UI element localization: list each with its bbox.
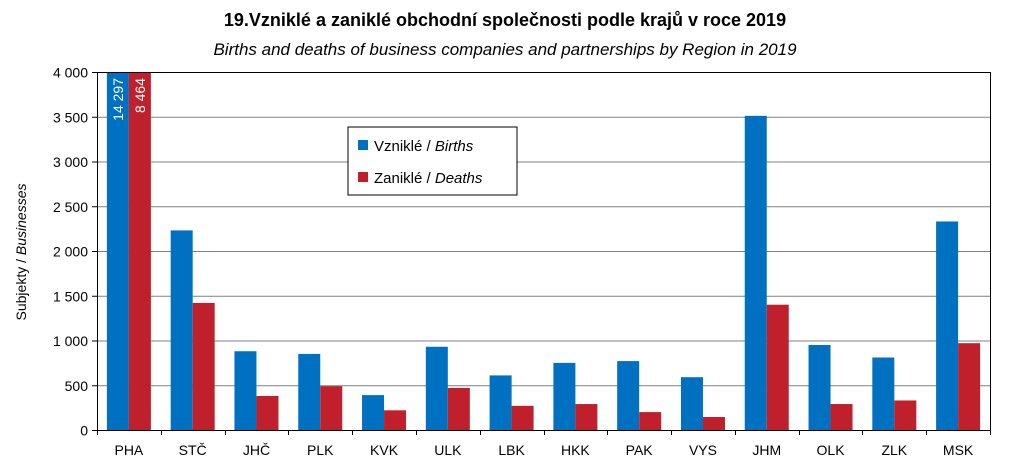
bar-births-olk — [808, 344, 831, 430]
bar-births-stč — [170, 230, 193, 430]
bar-deaths-msk — [958, 343, 981, 430]
bar-births-kvk — [362, 395, 385, 430]
bar-births-zlk — [872, 357, 895, 430]
y-tick-label: 4 000 — [53, 65, 88, 81]
x-tick-label: VYS — [689, 442, 717, 458]
y-axis-label-en: Businesses — [13, 184, 29, 256]
bar-births-vys — [680, 377, 703, 430]
legend-births-en: Births — [435, 138, 474, 155]
x-tick-label: OLK — [817, 442, 846, 458]
y-axis-label: Subjekty / Businesses — [13, 184, 29, 321]
legend-swatch-deaths — [358, 172, 368, 182]
x-tick-label: ULK — [434, 442, 462, 458]
bar-deaths-jhm — [766, 304, 789, 430]
bars-group: 14 297 8 464 — [106, 72, 981, 430]
y-tick-label: 1 500 — [53, 288, 88, 304]
x-tick-labels: PHA STČ JHČ PLK KVK ULK LBK HKK PAK VYS JHM OLK ZLK M… — [114, 442, 973, 458]
bar-births-plk — [298, 353, 321, 430]
axes — [92, 72, 991, 435]
bar-deaths-stč — [192, 302, 215, 430]
bar-deaths-ulk — [447, 387, 470, 430]
legend-deaths-en: Deaths — [435, 170, 483, 187]
gridlines — [97, 72, 990, 387]
bar-deaths-kvk — [384, 410, 407, 430]
y-axis-label-cz: Subjekty — [13, 267, 29, 321]
bar-deaths-plk — [320, 386, 343, 430]
y-tick-label: 2 500 — [53, 199, 88, 215]
x-tick-label: PLK — [307, 442, 334, 458]
y-axis-label-separator: / — [13, 255, 29, 267]
bar-deaths-lbk — [511, 405, 534, 430]
x-tick-label: ZLK — [881, 442, 907, 458]
bar-births-ulk — [425, 346, 448, 430]
bar-births-jhm — [744, 115, 767, 430]
legend-entry-births: Vzniklé / Births — [374, 138, 474, 155]
bar-births-msk — [936, 221, 959, 430]
bar-deaths-zlk — [894, 400, 917, 430]
bar-births-hkk — [553, 362, 576, 430]
x-tick-label: PHA — [114, 442, 143, 458]
x-tick-label: HKK — [561, 442, 590, 458]
legend-swatch-births — [358, 140, 368, 150]
bar-deaths-pha — [128, 72, 151, 430]
bar-deaths-olk — [830, 404, 853, 430]
y-tick-label: 3 500 — [53, 109, 88, 125]
y-tick-label: 500 — [65, 378, 89, 394]
legend-births-separator: / — [422, 138, 435, 155]
x-tick-label: MSK — [943, 442, 974, 458]
y-tick-label: 1 000 — [53, 333, 88, 349]
bar-births-pha — [106, 72, 129, 430]
x-tick-label: KVK — [370, 442, 399, 458]
bar-births-jhč — [234, 351, 257, 430]
y-tick-label: 2 000 — [53, 244, 88, 260]
x-tick-label: STČ — [179, 442, 207, 458]
legend-entry-deaths: Zaniklé / Deaths — [374, 170, 483, 187]
chart-title: 19.Vzniklé a zaniklé obchodní společnost… — [224, 10, 786, 30]
bar-deaths-hkk — [575, 404, 598, 430]
legend-deaths-cz: Zaniklé — [374, 170, 422, 187]
y-tick-label: 3 000 — [53, 154, 88, 170]
x-tick-label: PAK — [626, 442, 654, 458]
x-tick-label: LBK — [498, 442, 525, 458]
bar-value-label-births-pha: 14 297 — [110, 78, 126, 121]
chart-subtitle: Births and deaths of business companies … — [213, 40, 797, 59]
y-tick-labels: 0 500 1 000 1 500 2 000 2 500 3 000 3 500 4 000 — [53, 65, 88, 439]
legend-births-cz: Vzniklé — [374, 138, 422, 155]
legend-box — [347, 126, 518, 196]
bar-deaths-pak — [639, 412, 662, 430]
bar-births-lbk — [489, 375, 512, 430]
y-tick-label: 0 — [80, 423, 88, 439]
bar-deaths-jhč — [256, 395, 279, 430]
legend-deaths-separator: / — [422, 170, 435, 187]
x-tick-label: JHČ — [243, 442, 270, 458]
x-tick-label: JHM — [752, 442, 781, 458]
bar-deaths-vys — [702, 417, 725, 430]
bar-value-label-deaths-pha: 8 464 — [132, 78, 148, 113]
legend: Vzniklé / Births Zaniklé / Deaths — [347, 126, 518, 196]
bar-births-pak — [617, 361, 640, 430]
